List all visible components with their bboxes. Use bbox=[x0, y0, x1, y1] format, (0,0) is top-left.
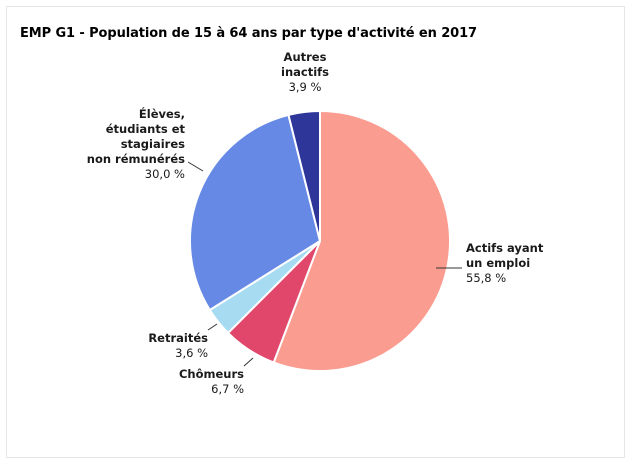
slice-value-label-1: 55,8 % bbox=[466, 271, 506, 285]
chart-title: EMP G1 - Population de 15 à 64 ans par t… bbox=[20, 26, 477, 41]
slice-label-4: non rémunérés bbox=[87, 152, 185, 166]
slice-value-label-3: 3,6 % bbox=[175, 346, 208, 360]
slice-value-label-2: 6,7 % bbox=[211, 382, 244, 396]
slice-label-5: Autres bbox=[284, 50, 327, 64]
leader-line-2 bbox=[243, 357, 254, 367]
slice-label-5: inactifs bbox=[281, 65, 329, 79]
slice-label-1: un emploi bbox=[466, 256, 530, 270]
leader-line-3 bbox=[207, 323, 218, 331]
pie-slice-4 bbox=[189, 113, 321, 311]
pie-slice-1 bbox=[272, 110, 451, 372]
slice-label-4: étudiants et bbox=[106, 122, 186, 136]
leader-line-4 bbox=[187, 161, 204, 172]
slice-label-1: Actifs ayant bbox=[466, 241, 544, 255]
slice-label-3: Retraités bbox=[148, 331, 208, 345]
pie-slice-5 bbox=[287, 109, 321, 242]
slice-label-4: Élèves, bbox=[139, 106, 185, 121]
slice-label-4: stagiaires bbox=[121, 137, 185, 151]
slice-label-2: Chômeurs bbox=[179, 367, 244, 381]
slice-value-label-5: 3,9 % bbox=[289, 80, 322, 94]
slice-value-label-4: 30,0 % bbox=[145, 167, 185, 181]
